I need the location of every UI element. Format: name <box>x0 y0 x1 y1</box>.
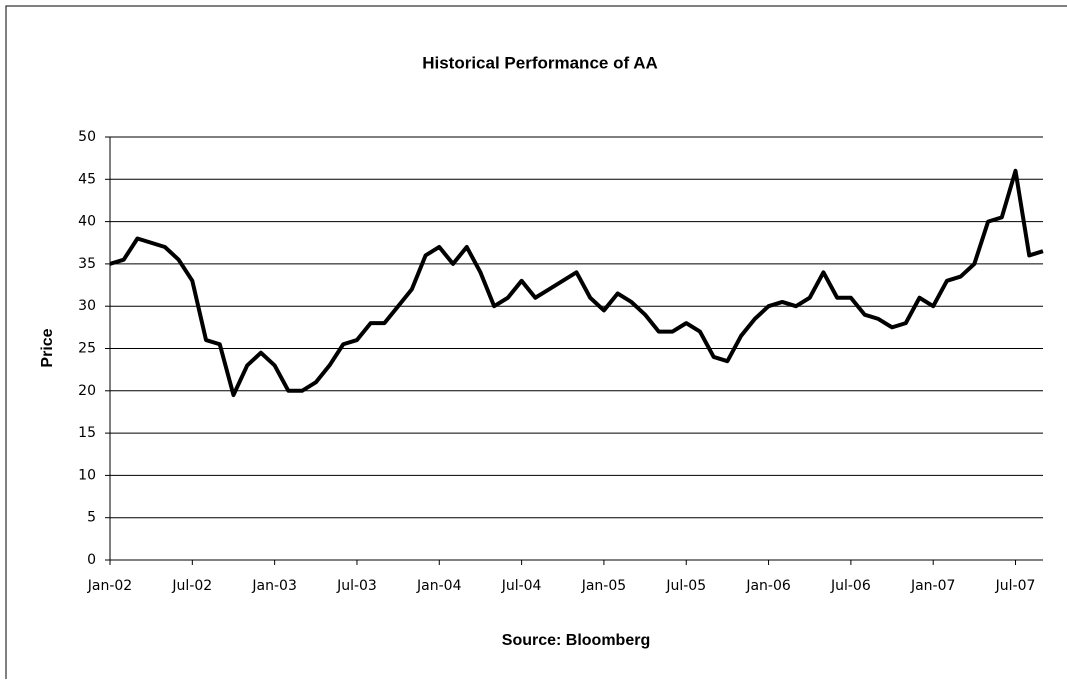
y-tick-label: 35 <box>78 256 96 272</box>
x-tick-label: Jul-04 <box>501 578 542 594</box>
x-axis-label: Source: Bloomberg <box>502 632 650 649</box>
y-tick-label: 0 <box>87 552 96 568</box>
x-tick-label: Jan-03 <box>251 578 296 594</box>
x-tick-label: Jan-06 <box>745 578 791 594</box>
price-line <box>109 168 1044 398</box>
y-tick-label: 20 <box>78 383 96 399</box>
x-tick-label: Jan-04 <box>416 578 462 594</box>
x-tick-label: Jul-05 <box>665 578 706 594</box>
x-tick-label: Jan-02 <box>87 578 132 594</box>
x-tick-label: Jul-07 <box>995 578 1036 594</box>
x-tick-label: Jan-05 <box>581 578 626 594</box>
y-tick-label: 25 <box>78 341 96 357</box>
y-tick-label: 50 <box>78 129 96 145</box>
y-tick-label: 15 <box>78 425 96 441</box>
y-tick-label: 5 <box>87 510 96 526</box>
x-tick-label: Jul-03 <box>336 578 377 594</box>
chart-title: Historical Performance of AA <box>422 53 658 72</box>
y-tick-label: 10 <box>78 467 96 483</box>
y-tick-label: 40 <box>78 214 96 230</box>
x-tick-label: Jul-02 <box>171 578 212 594</box>
y-tick-label: 45 <box>78 171 96 187</box>
y-tick-label: 30 <box>78 298 96 314</box>
y-axis-label: Price <box>39 328 56 367</box>
x-tick-label: Jul-06 <box>830 578 871 594</box>
chart-border <box>5 5 1067 683</box>
x-tick-label: Jan-07 <box>910 578 955 594</box>
